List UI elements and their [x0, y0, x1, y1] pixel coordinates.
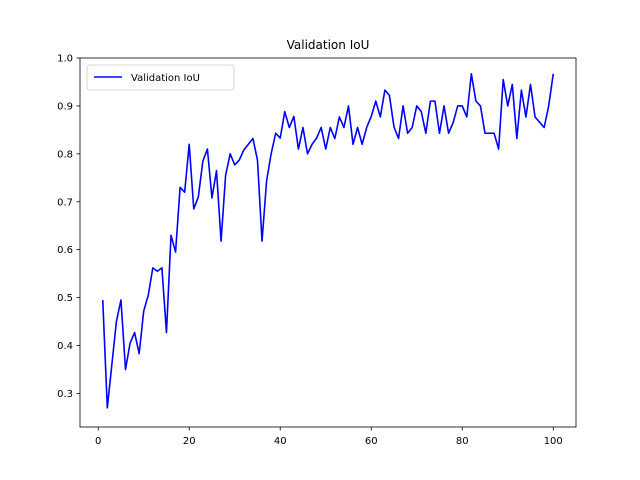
y-tick-label: 0.4	[57, 341, 73, 352]
y-tick-label: 0.5	[57, 293, 73, 304]
axes-border	[79, 57, 577, 428]
x-tick-label: 40	[274, 436, 287, 447]
legend: Validation IoU	[86, 64, 235, 91]
series-line	[101, 73, 555, 409]
x-tick-label: 100	[544, 436, 563, 447]
x-tick-label: 0	[95, 436, 101, 447]
y-tick-label: 1.0	[57, 54, 73, 65]
chart-title: Validation IoU	[287, 38, 370, 52]
x-axis: 0 20 40 60 80 100	[95, 427, 563, 447]
y-tick-label: 0.9	[57, 101, 73, 112]
x-tick-label: 60	[365, 436, 378, 447]
legend-box	[86, 64, 235, 91]
legend-label: Validation IoU	[131, 73, 200, 84]
y-tick-label: 0.8	[57, 149, 73, 160]
x-tick-label: 80	[456, 436, 469, 447]
y-tick-label: 0.7	[57, 197, 73, 208]
y-tick-label: 0.6	[57, 245, 73, 256]
axes-frame	[79, 57, 577, 428]
y-axis: 0.3 0.4 0.5 0.6 0.7 0.8 0.9 1.0	[57, 54, 80, 400]
y-tick-label: 0.3	[57, 389, 73, 400]
series-layer	[101, 73, 555, 409]
x-tick-label: 20	[183, 436, 196, 447]
